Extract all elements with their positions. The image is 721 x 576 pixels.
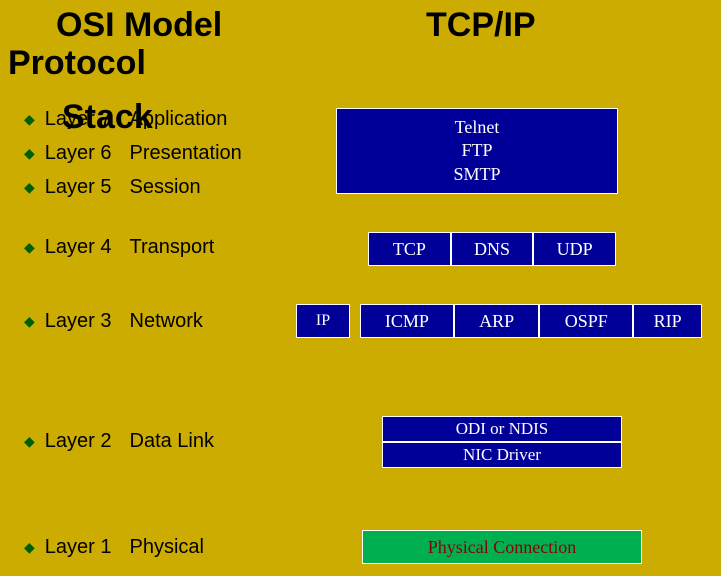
bullet-icon: ◆ [24, 239, 35, 256]
layer-row-5: ◆ Layer 5 Session [24, 176, 201, 199]
bullet-icon: ◆ [24, 111, 35, 128]
datalink-stack: ODI or NDIS NIC Driver [382, 416, 622, 468]
layer-row-4: ◆ Layer 4 Transport [24, 236, 214, 259]
bullet-icon: ◆ [24, 313, 35, 330]
title-osi-line2: Protocol [8, 44, 146, 83]
layer-name: Physical [130, 536, 204, 559]
transport-dns: DNS [451, 232, 534, 266]
bullet-icon: ◆ [24, 433, 35, 450]
app-protocols-box: Telnet FTP SMTP [336, 108, 618, 194]
layer-name: Network [130, 310, 203, 333]
datalink-odi: ODI or NDIS [382, 416, 622, 442]
layer-row-7: ◆ Layer 7 Application [24, 108, 227, 131]
layer-name: Session [130, 176, 201, 199]
title-tcpip: TCP/IP [426, 6, 536, 45]
layer-name: Presentation [130, 142, 242, 165]
bullet-icon: ◆ [24, 145, 35, 162]
layer-id: Layer 7 [45, 108, 112, 131]
net-arp: ARP [454, 304, 540, 338]
net-icmp: ICMP [360, 304, 454, 338]
layer-id: Layer 3 [45, 310, 112, 333]
layer-name: Transport [130, 236, 215, 259]
app-line-telnet: Telnet [455, 116, 500, 139]
layer-name: Application [130, 108, 228, 131]
layer-row-1: ◆ Layer 1 Physical [24, 536, 204, 559]
title-osi-line1: OSI Model [56, 6, 222, 45]
net-rip: RIP [633, 304, 702, 338]
app-line-smtp: SMTP [453, 163, 500, 186]
transport-row: TCP DNS UDP [368, 232, 616, 266]
layer-id: Layer 4 [45, 236, 112, 259]
app-line-ftp: FTP [461, 139, 492, 162]
transport-tcp: TCP [368, 232, 451, 266]
bullet-icon: ◆ [24, 539, 35, 556]
bullet-icon: ◆ [24, 179, 35, 196]
network-row: ICMP ARP OSPF RIP [360, 304, 702, 338]
layer-name: Data Link [130, 430, 215, 453]
ip-box: IP [296, 304, 350, 338]
layer-id: Layer 2 [45, 430, 112, 453]
datalink-nic: NIC Driver [382, 442, 622, 468]
net-ospf: OSPF [539, 304, 633, 338]
layer-id: Layer 1 [45, 536, 112, 559]
layer-row-6: ◆ Layer 6 Presentation [24, 142, 242, 165]
layer-row-3: ◆ Layer 3 Network [24, 310, 203, 333]
layer-row-2: ◆ Layer 2 Data Link [24, 430, 214, 453]
layer-id: Layer 5 [45, 176, 112, 199]
layer-id: Layer 6 [45, 142, 112, 165]
transport-udp: UDP [533, 232, 616, 266]
physical-box: Physical Connection [362, 530, 642, 564]
